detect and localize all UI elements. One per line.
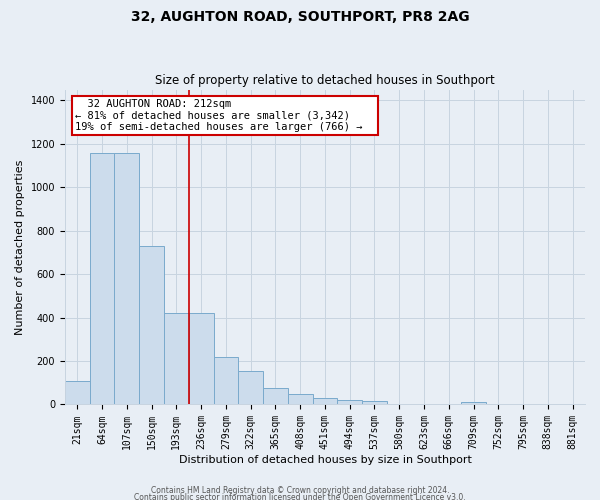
Bar <box>362 401 387 404</box>
Text: Contains public sector information licensed under the Open Government Licence v3: Contains public sector information licen… <box>134 494 466 500</box>
Bar <box>115 152 139 404</box>
Bar <box>263 388 288 404</box>
Bar <box>89 152 115 404</box>
Bar <box>65 381 89 404</box>
Bar <box>238 371 263 404</box>
Text: 32 AUGHTON ROAD: 212sqm
← 81% of detached houses are smaller (3,342)
19% of semi: 32 AUGHTON ROAD: 212sqm ← 81% of detache… <box>76 99 376 132</box>
Text: 32, AUGHTON ROAD, SOUTHPORT, PR8 2AG: 32, AUGHTON ROAD, SOUTHPORT, PR8 2AG <box>131 10 469 24</box>
Bar <box>313 398 337 404</box>
Title: Size of property relative to detached houses in Southport: Size of property relative to detached ho… <box>155 74 495 87</box>
Bar <box>139 246 164 404</box>
Bar <box>164 314 189 404</box>
Bar <box>461 402 486 404</box>
X-axis label: Distribution of detached houses by size in Southport: Distribution of detached houses by size … <box>179 455 472 465</box>
Bar <box>214 356 238 405</box>
Y-axis label: Number of detached properties: Number of detached properties <box>15 160 25 334</box>
Bar <box>189 314 214 404</box>
Bar <box>288 394 313 404</box>
Text: Contains HM Land Registry data © Crown copyright and database right 2024.: Contains HM Land Registry data © Crown c… <box>151 486 449 495</box>
Bar <box>337 400 362 404</box>
